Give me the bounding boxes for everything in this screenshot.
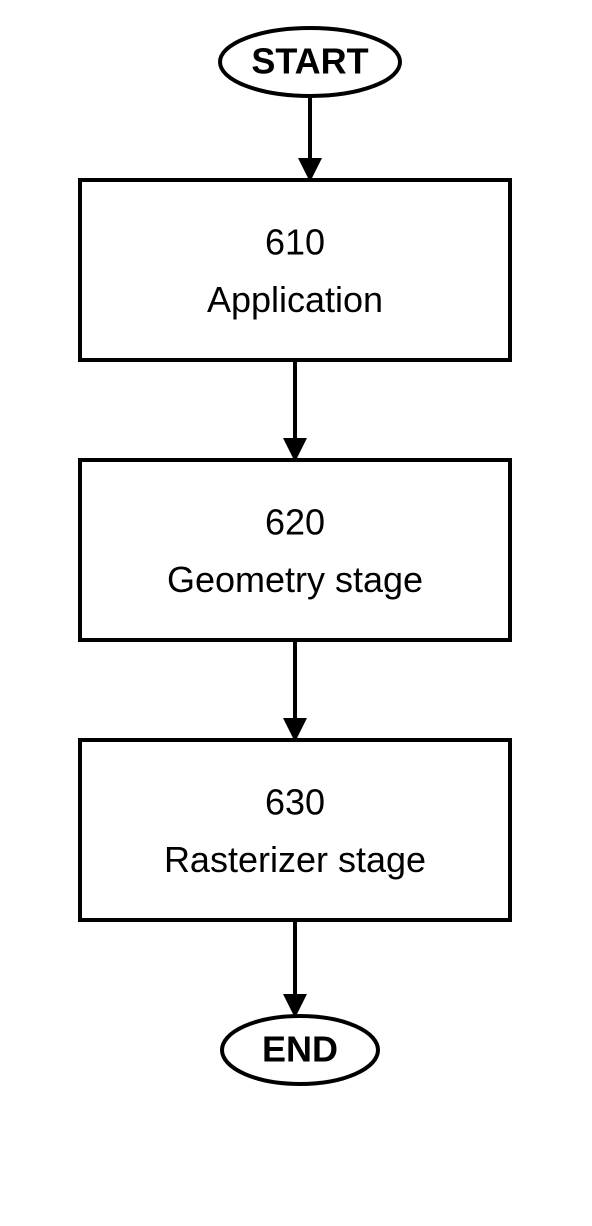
- application-node: 610 Application: [80, 180, 510, 360]
- application-label: Application: [207, 279, 383, 320]
- end-node: END: [222, 1016, 378, 1084]
- rasterizer-node: 630 Rasterizer stage: [80, 740, 510, 920]
- geometry-node: 620 Geometry stage: [80, 460, 510, 640]
- flowchart-svg: START 610 Application 620 Geometry stage…: [0, 0, 592, 1226]
- rasterizer-label: Rasterizer stage: [164, 839, 426, 880]
- geometry-label: Geometry stage: [167, 559, 423, 600]
- application-number: 610: [265, 221, 325, 262]
- rasterizer-number: 630: [265, 781, 325, 822]
- geometry-number: 620: [265, 501, 325, 542]
- start-label: START: [251, 41, 368, 82]
- end-label: END: [262, 1029, 338, 1070]
- start-node: START: [220, 28, 400, 96]
